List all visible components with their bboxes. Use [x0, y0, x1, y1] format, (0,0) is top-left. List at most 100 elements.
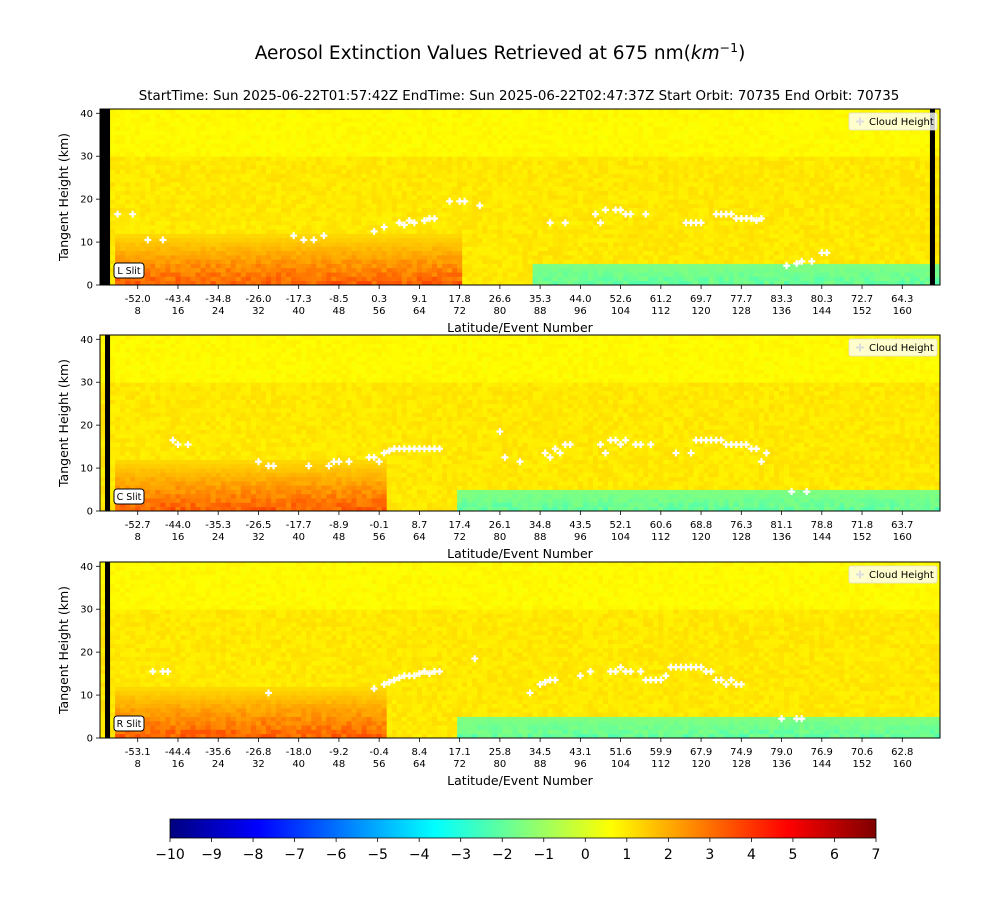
cloud-height-marker [637, 667, 645, 675]
x-tick-latitude: 17.8 [449, 294, 471, 305]
cloud-height-marker [742, 440, 750, 448]
x-tick-latitude: 52.6 [609, 294, 631, 305]
x-tick-latitude: -35.6 [205, 747, 231, 758]
cloud-height-marker [265, 689, 273, 697]
legend-marker-icon [856, 117, 864, 126]
x-tick-latitude: 8.7 [411, 520, 427, 531]
x-tick-event: 72 [453, 306, 466, 317]
y-tick-label: 0 [87, 734, 93, 745]
x-tick-event: 48 [333, 306, 346, 317]
cloud-height-marker [717, 436, 725, 444]
cloud-height-marker [149, 667, 157, 675]
cloud-height-marker [642, 210, 650, 218]
colorbar: −10 −9 −8 −7 −6 −5 −4 −3 −2 −1 0 1 2 3 4 5 6 7 [155, 818, 880, 863]
x-tick-latitude: -34.8 [205, 294, 231, 305]
plot-frame [99, 334, 941, 512]
cloud-height-marker [526, 689, 534, 697]
x-tick-event: 136 [772, 306, 791, 317]
cloud-height-marker [325, 462, 333, 470]
cloud-height-marker [375, 458, 383, 466]
cloud-height-marker [551, 676, 559, 684]
x-tick-latitude: -26.5 [246, 520, 272, 531]
cloud-height-marker [320, 232, 328, 240]
cloud-height-marker [436, 445, 444, 453]
colorbar-tick-label: −1 [533, 847, 554, 863]
colorbar-tick-label: −8 [243, 847, 264, 863]
y-tick-label: 30 [80, 378, 93, 389]
x-tick-event: 24 [212, 759, 225, 770]
x-tick-event: 80 [494, 306, 507, 317]
x-tick-event: 80 [494, 759, 507, 770]
x-tick-event: 160 [893, 306, 912, 317]
x-tick-latitude: 25.8 [489, 747, 511, 758]
x-tick-latitude: 67.9 [690, 747, 712, 758]
cloud-height-marker [159, 236, 167, 244]
x-tick-latitude: 17.1 [449, 747, 471, 758]
colorbar-tick-label: −2 [492, 847, 513, 863]
cloud-height-marker [612, 667, 620, 675]
cloud-height-marker [380, 449, 388, 457]
x-tick-event: 8 [135, 759, 141, 770]
x-tick-event: 88 [534, 759, 547, 770]
cloud-height-marker [602, 449, 610, 457]
legend: Cloud Height [848, 338, 938, 357]
x-tick-event: 8 [135, 306, 141, 317]
cloud-height-marker [793, 260, 801, 268]
x-tick-latitude: 34.5 [529, 747, 551, 758]
cloud-height-marker [662, 672, 670, 680]
x-tick-event: 144 [812, 759, 831, 770]
cloud-height-markers [114, 197, 831, 270]
x-tick-latitude: -44.0 [165, 520, 191, 531]
x-tick-latitude: 51.6 [609, 747, 631, 758]
x-tick-latitude: 81.1 [770, 520, 792, 531]
cloud-height-marker [566, 440, 574, 448]
cloud-height-marker [798, 715, 806, 723]
x-tick-event: 160 [893, 759, 912, 770]
cloud-height-marker [370, 685, 378, 693]
cloud-height-marker [697, 663, 705, 671]
cloud-height-marker [380, 680, 388, 688]
x-tick-latitude: 26.6 [489, 294, 511, 305]
colorbar-tick-label: 2 [664, 847, 673, 863]
cloud-height-marker [420, 217, 428, 225]
x-tick-latitude: 52.1 [609, 520, 631, 531]
x-tick-event: 104 [611, 532, 630, 543]
x-tick-event: 32 [252, 759, 265, 770]
cloud-height-marker [722, 680, 730, 688]
x-tick-latitude: 0.3 [371, 294, 387, 305]
x-tick-latitude: -44.4 [165, 747, 191, 758]
cloud-height-marker [657, 676, 665, 684]
x-tick-latitude: 64.3 [891, 294, 913, 305]
cloud-height-marker [400, 221, 408, 229]
slit-label: C Slit [113, 488, 145, 505]
colorbar-tick-label: −10 [155, 847, 185, 863]
figure-title: Aerosol Extinction Values Retrieved at 6… [255, 40, 746, 65]
cloud-height-marker [476, 202, 484, 210]
colorbar-tick-label: 4 [747, 847, 756, 863]
x-tick-latitude: -17.3 [286, 294, 312, 305]
x-tick-event: 152 [852, 759, 871, 770]
heatmap-panel-3: 0 10 20 30 40 -53.18 -44.416 -35.624 -26.832 -18.… [56, 561, 941, 788]
x-tick-latitude: -18.0 [286, 747, 312, 758]
figure-subtitle: StartTime: Sun 2025-06-22T01:57:42Z EndT… [139, 89, 900, 104]
cloud-height-marker [395, 674, 403, 682]
y-tick-label: 30 [80, 605, 93, 616]
x-tick-event: 88 [534, 306, 547, 317]
x-tick-latitude: 62.8 [891, 747, 913, 758]
x-tick-latitude: 69.7 [690, 294, 712, 305]
x-tick-event: 40 [292, 532, 305, 543]
x-tick-event: 64 [413, 759, 426, 770]
y-tick-label: 30 [80, 152, 93, 163]
cloud-height-marker [390, 676, 398, 684]
cloud-height-marker [612, 436, 620, 444]
x-tick-event: 64 [413, 532, 426, 543]
cloud-height-marker [586, 667, 594, 675]
cloud-height-marker [672, 449, 680, 457]
x-tick-event: 152 [852, 306, 871, 317]
x-tick-latitude: -8.9 [329, 520, 349, 531]
cloud-height-marker [254, 458, 262, 466]
cloud-height-marker [415, 670, 423, 678]
cloud-height-marker [270, 462, 278, 470]
x-tick-latitude: 35.3 [529, 294, 551, 305]
